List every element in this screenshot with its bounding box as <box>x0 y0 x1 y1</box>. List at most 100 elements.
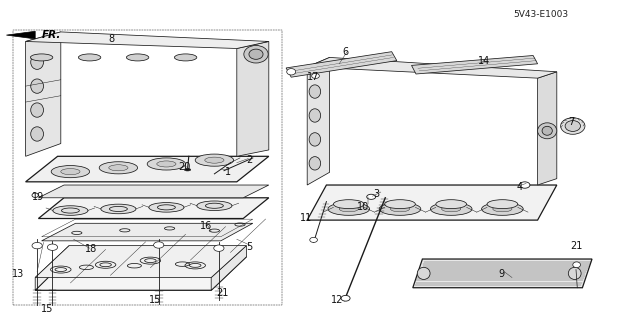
Ellipse shape <box>157 161 176 167</box>
Polygon shape <box>42 223 253 241</box>
Text: 8: 8 <box>108 34 115 44</box>
Ellipse shape <box>31 127 44 141</box>
Polygon shape <box>35 246 69 290</box>
Text: 17: 17 <box>307 72 320 82</box>
Ellipse shape <box>328 203 370 215</box>
Ellipse shape <box>341 295 350 301</box>
Polygon shape <box>412 56 538 74</box>
Ellipse shape <box>287 69 296 75</box>
Ellipse shape <box>31 55 44 70</box>
Text: 15: 15 <box>40 304 53 314</box>
Ellipse shape <box>53 206 88 215</box>
Polygon shape <box>307 57 557 78</box>
Text: 12: 12 <box>331 295 344 306</box>
Polygon shape <box>307 185 557 220</box>
Polygon shape <box>35 246 246 278</box>
Ellipse shape <box>51 166 90 178</box>
Ellipse shape <box>561 118 585 134</box>
Ellipse shape <box>431 203 472 215</box>
Text: 4: 4 <box>516 182 523 192</box>
Polygon shape <box>35 257 246 290</box>
Ellipse shape <box>487 200 518 209</box>
Text: 14: 14 <box>478 56 491 66</box>
Text: 16: 16 <box>200 221 212 231</box>
Polygon shape <box>26 32 269 48</box>
Polygon shape <box>38 198 269 219</box>
Text: 3: 3 <box>373 189 380 199</box>
Ellipse shape <box>312 73 319 78</box>
Text: 5V43-E1003: 5V43-E1003 <box>513 10 568 19</box>
Ellipse shape <box>309 133 321 146</box>
Ellipse shape <box>99 162 138 174</box>
Ellipse shape <box>568 267 581 279</box>
Text: 9: 9 <box>499 269 505 279</box>
Ellipse shape <box>127 54 148 61</box>
Ellipse shape <box>31 103 44 117</box>
Text: 15: 15 <box>148 295 161 306</box>
Ellipse shape <box>436 200 467 209</box>
Text: 2: 2 <box>246 155 253 165</box>
Ellipse shape <box>149 203 184 212</box>
Ellipse shape <box>565 121 580 131</box>
Ellipse shape <box>79 54 101 61</box>
Text: 19: 19 <box>32 192 45 202</box>
Polygon shape <box>38 185 269 198</box>
Text: 20: 20 <box>178 162 191 173</box>
Ellipse shape <box>31 54 53 61</box>
Polygon shape <box>237 41 269 156</box>
Ellipse shape <box>174 54 197 61</box>
Ellipse shape <box>109 165 128 171</box>
Text: 10: 10 <box>357 202 370 212</box>
Polygon shape <box>538 72 557 185</box>
Ellipse shape <box>61 168 80 174</box>
Polygon shape <box>211 246 246 290</box>
Ellipse shape <box>310 237 317 242</box>
Ellipse shape <box>101 204 136 214</box>
Ellipse shape <box>309 85 321 98</box>
Ellipse shape <box>520 182 530 188</box>
Ellipse shape <box>385 200 415 209</box>
Ellipse shape <box>309 157 321 170</box>
Ellipse shape <box>573 262 580 268</box>
Polygon shape <box>413 259 592 288</box>
Ellipse shape <box>417 267 430 279</box>
Ellipse shape <box>154 242 164 248</box>
Text: 6: 6 <box>342 47 349 57</box>
Ellipse shape <box>538 123 557 139</box>
Polygon shape <box>286 52 397 77</box>
Ellipse shape <box>339 206 358 212</box>
Text: 1: 1 <box>225 167 231 177</box>
Ellipse shape <box>493 206 512 212</box>
Ellipse shape <box>32 242 42 249</box>
Text: 11: 11 <box>300 212 312 223</box>
Text: 13: 13 <box>12 269 24 279</box>
Polygon shape <box>26 156 269 182</box>
Ellipse shape <box>47 244 58 250</box>
Ellipse shape <box>482 203 524 215</box>
Ellipse shape <box>195 154 234 166</box>
Ellipse shape <box>214 245 224 251</box>
Text: 5: 5 <box>246 242 253 252</box>
Ellipse shape <box>379 203 421 215</box>
Ellipse shape <box>32 193 38 197</box>
Text: 21: 21 <box>216 288 229 298</box>
Ellipse shape <box>367 194 376 199</box>
Ellipse shape <box>244 45 268 63</box>
Ellipse shape <box>197 201 232 211</box>
Ellipse shape <box>309 109 321 122</box>
Ellipse shape <box>205 157 224 163</box>
Polygon shape <box>307 57 330 185</box>
Text: FR.: FR. <box>42 30 61 40</box>
Ellipse shape <box>390 206 410 212</box>
Text: 7: 7 <box>568 117 574 127</box>
Ellipse shape <box>442 206 461 212</box>
Ellipse shape <box>184 168 191 171</box>
Text: 21: 21 <box>570 241 582 251</box>
Polygon shape <box>26 32 61 156</box>
Ellipse shape <box>333 200 364 209</box>
Polygon shape <box>6 31 35 39</box>
Text: 18: 18 <box>84 244 97 255</box>
Ellipse shape <box>147 158 186 170</box>
Ellipse shape <box>31 79 44 93</box>
Ellipse shape <box>542 126 552 135</box>
